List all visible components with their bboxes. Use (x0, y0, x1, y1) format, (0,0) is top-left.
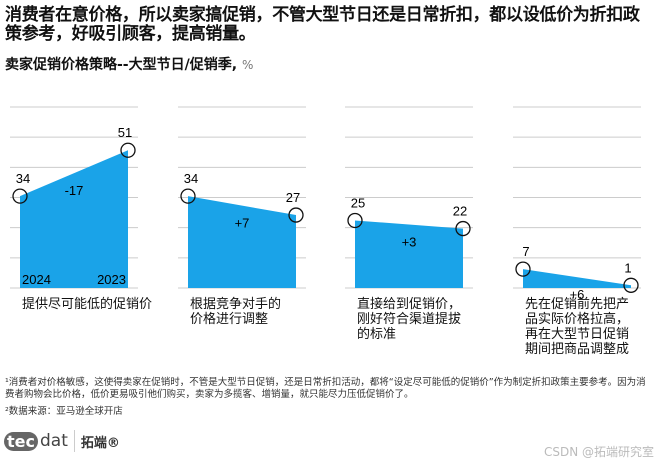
data-label: 1 (624, 260, 631, 275)
point-2024 (347, 212, 363, 229)
point-2023 (120, 142, 136, 158)
data-label: 27 (286, 190, 300, 205)
series-label: 2024 (22, 272, 51, 287)
data-label: 34 (184, 171, 198, 186)
subtitle-text: 卖家促销价格策略--大型节日/促销季, (5, 57, 238, 73)
data-label: 25 (351, 195, 365, 210)
category-label: 直接给到促销价，刚好符合渠道提拔的标准 (357, 297, 462, 342)
category-label: 先在促销前先把产品实际价格拉高，再在大型节日促销期间把商品调整成 (525, 297, 630, 357)
logo-divider (73, 430, 75, 452)
data-label: 51 (118, 125, 132, 140)
point-2024 (515, 261, 531, 277)
difference-label: +6 (570, 287, 585, 300)
difference-label: +7 (235, 216, 250, 231)
area-mark (523, 269, 631, 288)
area-mark (355, 220, 463, 288)
chart-subtitle: 卖家促销价格策略--大型节日/促销季, % (5, 54, 253, 74)
point-2024 (180, 188, 196, 204)
category-label: 提供尽可能低的促销价 (22, 297, 153, 312)
chart-area: 34 51 -17 2024 2023 34 27 +7 25 22 +3 7 1 +6 (10, 106, 641, 300)
watermark: CSDN @拓端研究室 (543, 445, 654, 459)
data-label: 7 (522, 244, 529, 259)
logo-dat: dat (39, 431, 68, 451)
point-2023 (623, 277, 639, 293)
logo: tec dat 拓端® (4, 430, 120, 452)
headline: 消费者在意价格，所以卖家搞促销，不管大型节日还是日常折扣，都以设低价为折扣政策参… (5, 5, 640, 44)
area-mark (20, 150, 128, 288)
unit-label: % (241, 58, 254, 72)
category-label: 根据竞争对手的价格进行调整 (190, 297, 282, 327)
difference-label: +3 (402, 235, 417, 250)
data-label: 22 (453, 204, 467, 219)
area-mark (188, 196, 296, 288)
logo-cn: 拓端® (80, 435, 120, 451)
point-2023 (288, 207, 304, 223)
data-label: 34 (16, 171, 30, 186)
point-2024 (12, 188, 28, 204)
footnote-2: ²数据来源：亚马逊全球开店 (5, 406, 123, 417)
point-2023 (455, 220, 471, 237)
footnote-1: ¹消费者对价格敏感，这使得卖家在促销时，不管是大型节日促销，还是日常折扣活动，都… (5, 377, 646, 400)
difference-label: -17 (65, 183, 84, 198)
series-label: 2023 (97, 272, 126, 287)
logo-mark: tec (4, 431, 38, 451)
